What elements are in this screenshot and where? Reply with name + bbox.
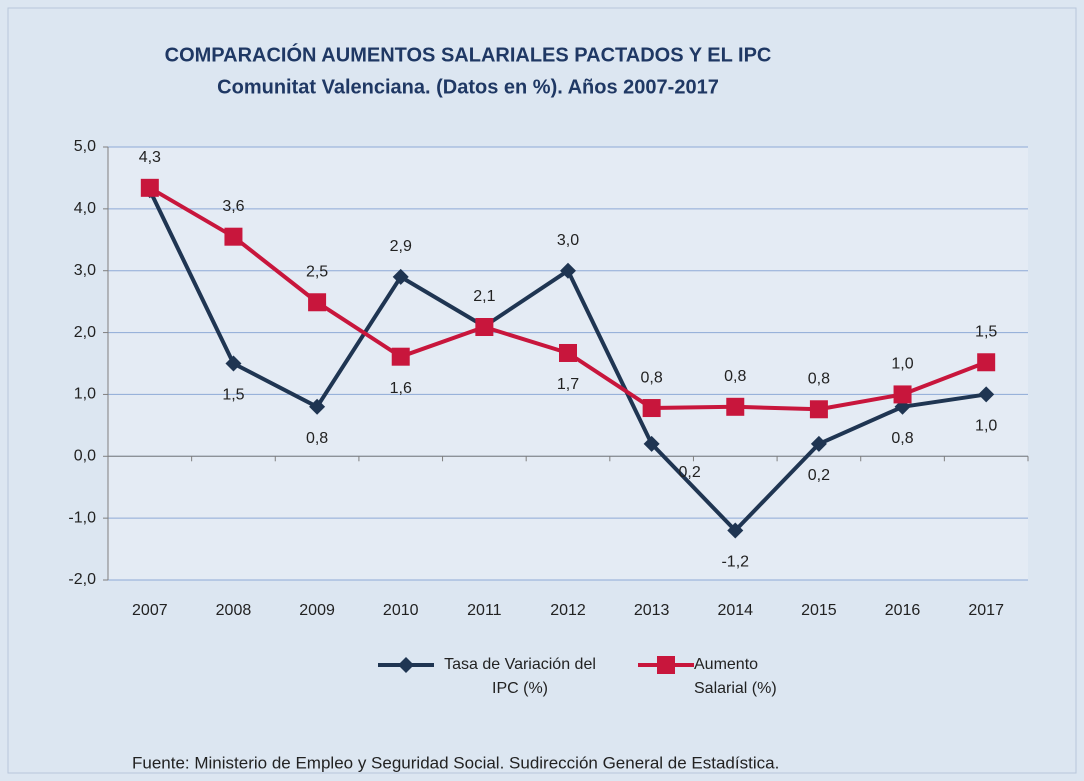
x-tick-label: 2011	[467, 602, 502, 619]
y-tick-label: 4,0	[74, 200, 96, 217]
legend-label: Tasa de Variación del IPC (%)	[444, 656, 596, 697]
value-label: 2,5	[306, 263, 328, 280]
square-marker	[977, 353, 996, 372]
diamond-marker	[810, 435, 827, 452]
x-tick-label: 2007	[132, 602, 168, 619]
diamond-marker	[643, 435, 660, 452]
diamond-marker	[392, 268, 409, 285]
legend-marker	[657, 656, 675, 674]
x-tick-label: 2015	[801, 602, 837, 619]
value-label: 0,2	[679, 464, 701, 481]
square-marker	[559, 343, 577, 362]
value-label: 1,0	[891, 356, 913, 373]
value-label: 3,6	[222, 198, 244, 215]
value-label: 0,8	[306, 430, 328, 447]
square-marker	[642, 399, 661, 418]
x-tick-label: 2009	[299, 602, 335, 619]
value-label: 0,8	[808, 370, 830, 387]
value-label: 1,5	[975, 323, 997, 340]
x-tick-label: 2010	[383, 602, 419, 619]
source: Fuente: Ministerio de Empleo y Seguridad…	[132, 753, 779, 772]
value-label: 4,3	[139, 149, 161, 166]
value-label: 1,6	[390, 380, 412, 397]
x-tick-label: 2012	[550, 602, 586, 619]
chart-title: COMPARACIÓN AUMENTOS SALARIALES PACTADOS…	[165, 42, 772, 66]
y-tick-label: 0,0	[74, 448, 96, 465]
square-marker	[140, 178, 159, 197]
x-tick-label: 2017	[968, 602, 1004, 619]
value-label: 1,5	[222, 387, 244, 404]
square-marker	[893, 385, 912, 404]
diamond-marker	[560, 262, 576, 279]
x-tick-label: 2016	[885, 602, 921, 619]
y-tick-label: 5,0	[74, 138, 96, 155]
value-label: 3,0	[557, 232, 579, 249]
diamond-marker	[978, 386, 995, 403]
x-tick-label: 2008	[216, 602, 252, 619]
square-marker	[391, 347, 410, 366]
value-label: 0,8	[724, 368, 746, 385]
diamond-marker	[309, 398, 326, 415]
square-marker	[224, 227, 243, 246]
value-label: -1,2	[721, 554, 749, 571]
x-tick-label: 2013	[634, 602, 670, 619]
chart-subtitle: Comunitat Valenciana. (Datos en %). Años…	[217, 76, 719, 98]
diamond-marker	[225, 355, 242, 372]
square-marker	[308, 293, 327, 312]
plot-area	[108, 147, 1028, 580]
square-marker	[809, 400, 828, 419]
legend-label: Aumento Salarial (%)	[694, 656, 777, 697]
y-tick-label: 3,0	[74, 262, 96, 279]
square-marker	[475, 318, 494, 337]
legend-marker	[398, 657, 414, 673]
diamond-marker	[727, 522, 744, 539]
y-tick-label: -1,0	[68, 509, 96, 526]
y-tick-label: -2,0	[68, 571, 96, 588]
value-label: 2,9	[390, 238, 412, 255]
y-tick-label: 2,0	[74, 324, 96, 341]
value-label: 2,1	[473, 288, 495, 305]
x-tick-label: 2014	[717, 602, 753, 619]
value-label: 0,8	[641, 369, 663, 386]
value-label: 0,8	[891, 430, 913, 447]
square-marker	[726, 397, 745, 416]
value-label: 0,2	[808, 467, 830, 484]
value-label: 1,0	[975, 418, 997, 435]
value-label: 1,7	[557, 376, 579, 393]
y-tick-label: 1,0	[74, 386, 96, 403]
